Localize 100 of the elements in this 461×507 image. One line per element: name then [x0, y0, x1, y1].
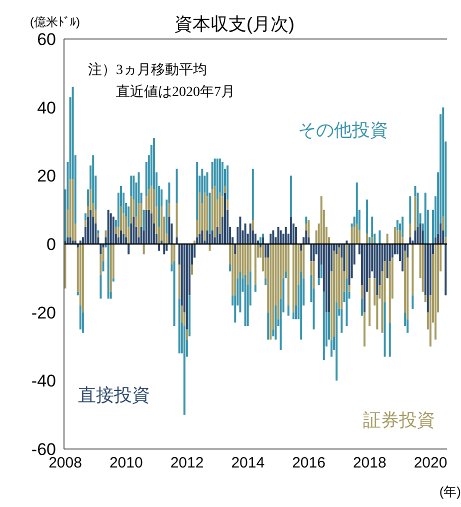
bar — [102, 261, 104, 272]
bar — [287, 306, 290, 316]
bar — [211, 230, 214, 244]
bar — [386, 234, 388, 244]
y-tick-label: 60 — [37, 30, 56, 50]
x-tick-label: 2010 — [109, 454, 143, 472]
bar — [406, 244, 409, 258]
bar — [198, 234, 201, 244]
bar — [346, 278, 348, 326]
bar — [90, 210, 92, 244]
bar — [128, 244, 130, 254]
bar — [72, 179, 74, 241]
bar — [366, 200, 368, 234]
bar — [170, 244, 173, 264]
bar — [110, 244, 112, 292]
bar — [239, 216, 242, 244]
bar — [305, 216, 308, 224]
bar — [434, 244, 437, 340]
bar — [434, 237, 437, 244]
bar — [84, 220, 86, 227]
bar — [183, 326, 186, 415]
bar — [201, 168, 204, 203]
bar — [287, 244, 290, 306]
bar — [196, 237, 198, 244]
bar — [214, 186, 216, 238]
bar — [168, 216, 170, 244]
bar — [330, 340, 333, 357]
bar — [163, 244, 166, 254]
y-tick-label: 0 — [46, 235, 56, 254]
bar — [422, 244, 424, 292]
bar — [82, 244, 84, 312]
bar — [320, 264, 322, 278]
bar — [150, 213, 152, 244]
bar — [292, 244, 294, 312]
bar — [396, 230, 398, 244]
bar — [254, 234, 256, 244]
bar — [87, 189, 90, 206]
annotation: 注）3ヵ月移動平均 — [88, 61, 208, 80]
bar — [350, 226, 353, 244]
bar — [284, 271, 287, 278]
bar — [216, 226, 218, 244]
bar — [340, 308, 343, 333]
bar — [353, 226, 356, 244]
bar — [284, 226, 287, 244]
bar — [180, 306, 183, 323]
bar — [270, 234, 272, 244]
annotation: 直近値は2020年7月 — [115, 84, 235, 102]
bar — [312, 261, 315, 288]
bar — [360, 285, 363, 299]
x-axis-title: (年) — [439, 483, 461, 501]
bar — [364, 312, 366, 346]
y-axis-title: (億米ﾄﾞﾙ) — [30, 14, 80, 31]
bar — [318, 278, 320, 285]
bar — [364, 244, 366, 312]
bar — [142, 210, 145, 230]
bar — [130, 196, 132, 224]
bar — [224, 186, 226, 193]
bar — [325, 244, 328, 312]
bar — [384, 302, 386, 357]
bar — [308, 220, 310, 238]
bar — [216, 158, 218, 200]
bar — [270, 244, 272, 340]
bar — [244, 274, 246, 326]
bar — [107, 210, 110, 244]
bar — [249, 224, 252, 244]
bar — [208, 244, 211, 251]
bar — [226, 165, 229, 200]
bar — [218, 192, 221, 234]
bar — [100, 244, 102, 254]
bar — [160, 206, 163, 241]
bar — [110, 213, 112, 244]
bar — [100, 274, 102, 299]
bar — [97, 230, 100, 234]
bar — [409, 196, 412, 224]
bar — [366, 234, 368, 244]
x-tick-label: 2008 — [48, 454, 82, 472]
bar — [305, 230, 308, 244]
x-tick-label: 2014 — [231, 454, 265, 472]
bar — [302, 244, 305, 278]
bar — [260, 237, 262, 244]
bar — [224, 192, 226, 244]
bar — [178, 298, 180, 354]
bar — [69, 179, 72, 238]
bar — [310, 244, 312, 262]
y-tick-label: -40 — [31, 372, 56, 391]
bar — [388, 261, 391, 323]
bar — [138, 203, 140, 238]
text: その他投資 — [298, 119, 388, 142]
bar — [424, 295, 426, 302]
bar — [267, 244, 270, 258]
bar — [252, 220, 254, 230]
bar — [232, 244, 234, 296]
chart-title: 資本収支(月次) — [174, 14, 294, 34]
bar — [386, 244, 388, 278]
bar — [442, 216, 444, 230]
bar — [254, 244, 256, 285]
bar — [360, 298, 363, 316]
x-tick-label: 2020 — [414, 454, 448, 472]
bar — [416, 226, 419, 244]
bar — [348, 244, 350, 285]
